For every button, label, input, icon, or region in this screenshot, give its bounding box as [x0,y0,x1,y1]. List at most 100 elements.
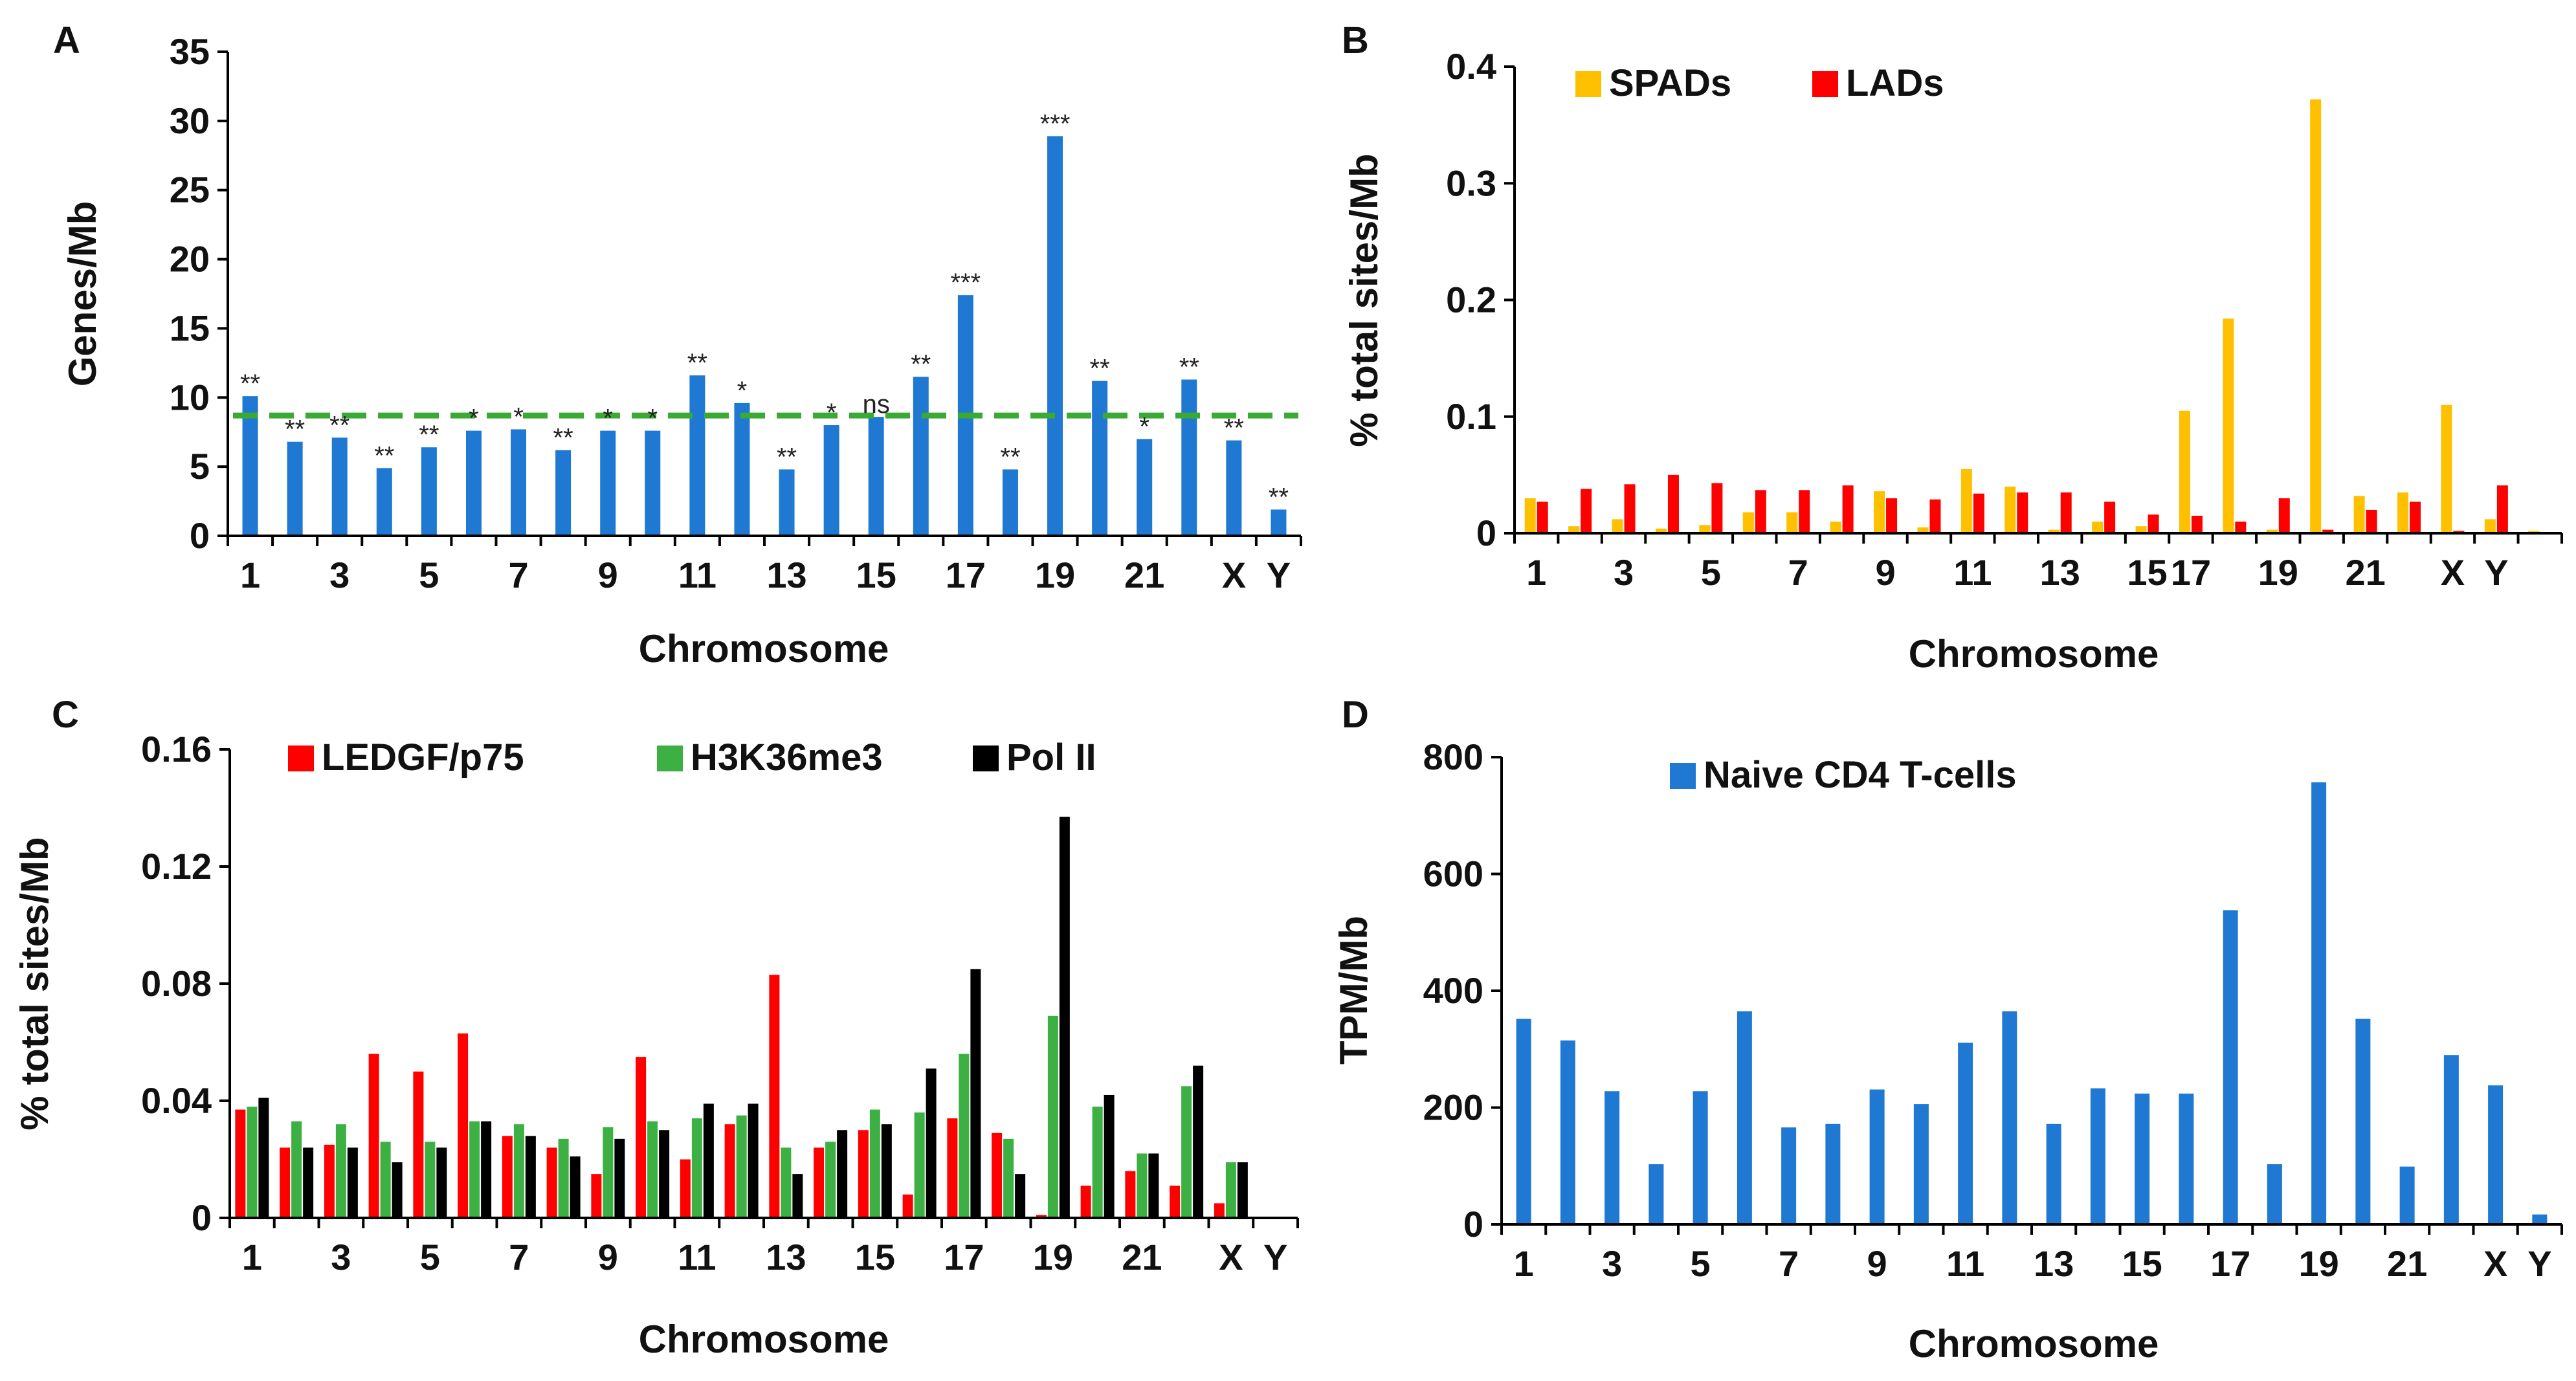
y-tick-label: 25 [170,170,210,210]
bar-naive-cd4-t-cells-chr-4 [1649,1164,1664,1224]
bar-h3k36me3-chr-12 [736,1115,747,1218]
bar-pol-ii-chr-4 [392,1162,403,1218]
x-tick-label: 13 [2034,1243,2074,1284]
significance-label: ** [1090,355,1110,383]
bar-lads-chr-5 [1711,483,1723,533]
bar-naive-cd4-t-cells-chr-9 [1869,1089,1885,1224]
bar-lads-chr-10 [1929,499,1941,533]
bar-lads-chr-X [2496,485,2508,533]
bar-h3k36me3-chr-1 [247,1107,258,1218]
bar-spads-chr-11 [1960,469,1972,533]
x-tick-label: 11 [1953,552,1992,593]
bar-ledgf-p75-chr-10 [636,1057,647,1218]
bar-naive-cd4-t-cells-chr-17 [2223,910,2238,1224]
bar-spads-chr-17 [2223,318,2234,533]
bar-genes-mb-chr-19 [1047,136,1063,536]
panel-b-spads-lads: B00.10.20.30.41 3 5 7 9 11 13 15 17 19 21 X YChromos… [1342,19,2563,676]
x-tick-label: 19 [2258,552,2298,593]
bar-pol-ii-chr-2 [303,1147,314,1218]
bar-pol-ii-chr-8 [570,1156,581,1218]
bar-spads-chr-8 [1830,521,1841,533]
x-tick-label: 11 [678,1237,716,1277]
bar-ledgf-p75-chr-3 [324,1144,335,1218]
bar-h3k36me3-chr-9 [603,1127,614,1218]
bar-h3k36me3-chr-18 [1003,1138,1014,1218]
y-tick-label: 0 [1476,513,1496,553]
bar-spads-chr-22 [2441,404,2452,533]
x-tick-label: 15 [2122,1243,2162,1284]
x-tick-label: 3 [331,1237,351,1277]
bar-pol-ii-chr-X [1237,1162,1248,1218]
bar-spads-chr-2 [1568,526,1580,533]
bar-naive-cd4-t-cells-chr-22 [2443,1055,2459,1224]
bar-h3k36me3-chr-13 [781,1147,792,1218]
bar-lads-chr-14 [2104,502,2116,533]
bar-naive-cd4-t-cells-chr-5 [1693,1091,1708,1224]
x-tick-label: X [1219,1237,1243,1277]
bar-lads-chr-4 [1667,474,1679,533]
bar-naive-cd4-t-cells-chr-15 [2135,1093,2150,1224]
bar-ledgf-p75-chr-20 [1080,1186,1091,1218]
bar-h3k36me3-chr-15 [869,1109,880,1218]
panel-c-ledgf-h3k36me3-polii: C00.040.080.120.161 3 5 7 9 11 13 15 17 19 21 X YChr… [13,694,1299,1361]
legend-label: LEDGF/p75 [322,736,524,779]
significance-label: ** [553,423,573,452]
bar-naive-cd4-t-cells-chr-6 [1737,1011,1752,1224]
y-tick-label: 30 [170,100,210,141]
bar-ledgf-p75-chr-2 [280,1147,291,1218]
y-tick-label: 5 [190,446,210,487]
bar-h3k36me3-chr-17 [959,1054,970,1218]
y-tick-label: 0 [1463,1204,1483,1244]
y-tick-label: 0.3 [1446,162,1496,203]
bar-pol-ii-chr-11 [703,1103,714,1218]
bar-pol-ii-chr-5 [436,1147,447,1218]
significance-label: ** [374,441,394,470]
x-tick-label: 11 [1946,1243,1984,1284]
legend-swatch-spads [1575,71,1601,97]
y-tick-label: 15 [170,307,210,348]
bar-pol-ii-chr-20 [1104,1094,1115,1218]
x-tick-label: 1 [1514,1243,1534,1284]
bar-h3k36me3-chr-6 [469,1121,480,1218]
x-tick-label: 17 [2210,1243,2250,1284]
bar-genes-mb-chr-1 [242,396,258,536]
bar-h3k36me3-chr-8 [558,1138,569,1218]
bar-genes-mb-chr-Y [1271,509,1287,536]
bar-genes-mb-chr-16 [913,377,929,536]
bar-ledgf-p75-chr-16 [902,1194,913,1218]
bar-ledgf-p75-chr-7 [502,1136,513,1218]
significance-label: * [513,403,524,431]
bar-ledgf-p75-chr-1 [235,1109,246,1218]
bar-naive-cd4-t-cells-chr-14 [2090,1088,2105,1224]
bar-ledgf-p75-chr-9 [591,1174,602,1218]
bar-h3k36me3-chr-14 [825,1142,836,1218]
bar-pol-ii-chr-12 [748,1103,759,1218]
bar-spads-chr-21 [2397,492,2409,533]
x-tick-label: 5 [1701,552,1721,593]
bar-genes-mb-chr-3 [331,437,348,536]
bar-spads-chr-4 [1655,528,1667,533]
x-tick-label: 7 [1779,1243,1799,1284]
significance-label: ** [1179,353,1199,382]
y-tick-label: 10 [170,377,210,417]
bar-lads-chr-9 [1886,498,1898,533]
bar-naive-cd4-t-cells-chr-X [2488,1085,2504,1224]
x-tick-label: 21 [1122,1237,1162,1277]
x-tick-label: 9 [1867,1243,1887,1284]
y-tick-label: 0 [190,515,210,556]
legend-swatch-pol-ii [973,746,999,771]
x-tick-label: 21 [2345,552,2385,593]
x-tick-label: 15 [856,555,896,595]
x-tick-label: 1 [1526,552,1546,593]
bar-h3k36me3-chr-2 [291,1121,302,1218]
x-tick-label: 17 [946,555,986,595]
x-tick-label: 15 [855,1237,895,1277]
bar-ledgf-p75-chr-8 [546,1147,557,1218]
x-tick-label: Y [2484,552,2508,593]
bar-ledgf-p75-chr-15 [858,1130,869,1218]
bar-ledgf-p75-chr-5 [413,1071,424,1218]
bar-ledgf-p75-chr-12 [724,1124,735,1218]
x-tick-label: X [2483,1243,2507,1284]
bar-naive-cd4-t-cells-chr-Y [2532,1214,2548,1224]
